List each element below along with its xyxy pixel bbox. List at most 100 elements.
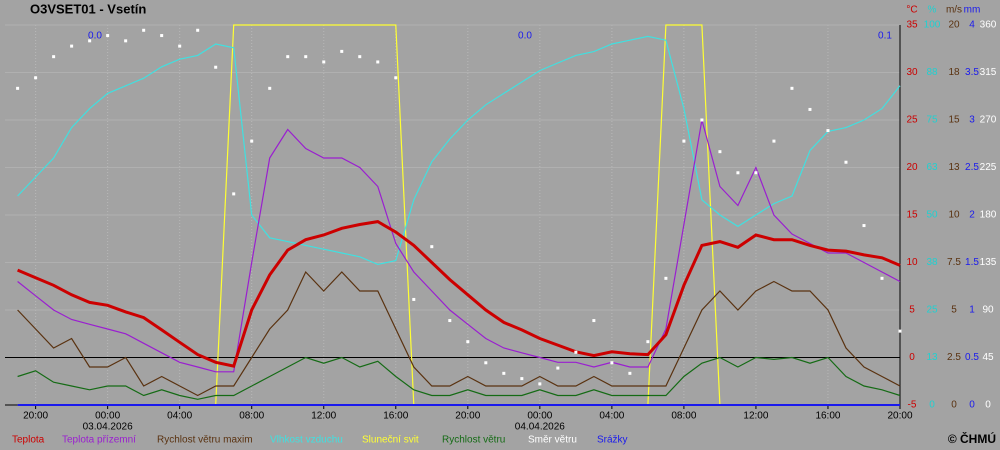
legend-entry: Směr větru (528, 435, 577, 446)
series-line (17, 270, 901, 397)
y-tick-label: 18 (948, 67, 960, 78)
y-tick-label: 135 (980, 257, 997, 268)
y-tick-label: 13 (926, 352, 938, 363)
direction-point (88, 39, 92, 43)
annotation: 0.0 (518, 31, 532, 42)
direction-point (646, 340, 650, 344)
y-tick-label: 180 (980, 210, 997, 221)
y-tick-label: 20 (948, 20, 960, 31)
y-tick-label: 1 (969, 305, 975, 316)
direction-point (682, 139, 686, 143)
y-tick-label: 10 (948, 210, 960, 221)
y-tick-label: 15 (948, 115, 960, 126)
y-tick-label: 3.5 (965, 67, 979, 78)
y-tick-label: 100 (924, 20, 941, 31)
direction-point (286, 55, 290, 59)
x-tick-label: 08:00 (239, 411, 264, 422)
legend-entry: Teplota (12, 435, 45, 446)
y-tick-label: 1.5 (965, 257, 979, 268)
direction-point (394, 76, 398, 80)
y-tick-label: 2.5 (947, 352, 961, 363)
direction-point (466, 340, 470, 344)
direction-point (250, 139, 254, 143)
series-line (17, 220, 901, 368)
direction-point (340, 49, 344, 53)
y-tick-label: 10 (906, 257, 918, 268)
series-line (17, 356, 901, 400)
direction-point (700, 118, 704, 122)
direction-point (34, 76, 38, 80)
direction-point (268, 86, 272, 90)
y-tick-label: 88 (926, 67, 938, 78)
x-tick-label: 04:00 (167, 411, 192, 422)
y-tick-label: 0.5 (965, 352, 979, 363)
date-label: 04.04.2026 (515, 422, 565, 433)
direction-point (484, 361, 488, 365)
direction-point (772, 139, 776, 143)
x-tick-label: 16:00 (815, 411, 840, 422)
y-tick-label: 75 (926, 115, 938, 126)
x-tick-label: 20:00 (887, 411, 912, 422)
x-tick-label: 20:00 (23, 411, 48, 422)
direction-point (826, 129, 830, 133)
y-tick-label: 0 (969, 400, 975, 411)
direction-point (610, 361, 614, 365)
direction-point (232, 192, 236, 196)
direction-point (142, 28, 146, 32)
y-tick-label: 315 (980, 67, 997, 78)
axis-unit: mm (964, 5, 981, 16)
direction-point (844, 160, 848, 164)
direction-point (592, 319, 596, 323)
direction-point (718, 150, 722, 154)
direction-point (628, 371, 632, 375)
direction-point (448, 319, 452, 323)
y-tick-label: 225 (980, 162, 997, 173)
direction-point (538, 382, 542, 386)
direction-point (430, 245, 434, 249)
axis-unit: °C (906, 5, 917, 16)
direction-point (178, 44, 182, 48)
y-tick-label: 20 (906, 162, 918, 173)
direction-point (16, 86, 20, 90)
copyright: © ČHMÚ (948, 431, 996, 446)
y-tick-label: 2.5 (965, 162, 979, 173)
y-tick-label: 0 (929, 400, 935, 411)
legend-entry: Srážky (597, 435, 628, 446)
y-tick-label: 35 (906, 20, 918, 31)
legend-entry: Rychlost větru (442, 435, 505, 446)
direction-point (304, 55, 308, 59)
direction-point (790, 86, 794, 90)
x-tick-label: 12:00 (311, 411, 336, 422)
direction-point (412, 297, 416, 301)
y-tick-label: 25 (906, 115, 918, 126)
x-tick-label: 08:00 (671, 411, 696, 422)
y-tick-label: 0 (985, 400, 991, 411)
direction-point (70, 44, 74, 48)
direction-point (520, 377, 524, 381)
x-tick-label: 20:00 (455, 411, 480, 422)
direction-point (52, 55, 56, 59)
y-tick-label: 5 (909, 305, 915, 316)
axis-unit: % (928, 5, 937, 16)
direction-point (664, 276, 668, 280)
direction-point (502, 371, 506, 375)
y-tick-label: -5 (908, 400, 917, 411)
legend-entry: Sluneční svit (362, 435, 419, 446)
y-tick-label: 5 (951, 305, 957, 316)
direction-point (322, 60, 326, 64)
direction-point (376, 60, 380, 64)
direction-point (862, 224, 866, 228)
y-tick-label: 4 (969, 20, 975, 31)
x-tick-label: 04:00 (599, 411, 624, 422)
direction-point (898, 329, 902, 333)
direction-point (196, 28, 200, 32)
direction-point (754, 171, 758, 175)
y-tick-label: 13 (948, 162, 960, 173)
y-tick-label: 0 (951, 400, 957, 411)
y-tick-label: 0 (909, 352, 915, 363)
chart-title: O3VSET01 - Vsetín (30, 1, 146, 16)
y-tick-label: 15 (906, 210, 918, 221)
legend-entry: Vlhkost vzduchu (270, 435, 343, 446)
direction-point (880, 276, 884, 280)
